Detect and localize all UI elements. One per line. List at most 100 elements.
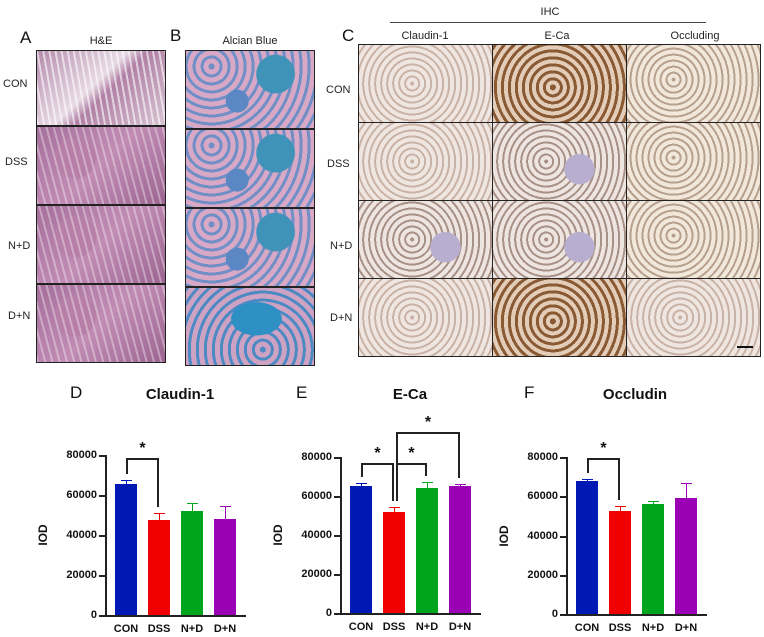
ihc-eca-dss xyxy=(492,122,627,201)
bar-nd xyxy=(642,504,664,614)
significance-bracket xyxy=(126,458,159,460)
x-tick-label: N+D xyxy=(415,621,439,633)
panel-letter-c: C xyxy=(342,26,355,45)
x-axis xyxy=(340,613,481,615)
error-cap xyxy=(681,483,692,485)
error-bar xyxy=(394,506,395,512)
y-tick-label: 0 xyxy=(325,607,332,619)
row-label-dn-a: D+N xyxy=(8,310,31,322)
ihc-group-line xyxy=(390,22,706,23)
bar-dn xyxy=(449,486,471,613)
bar-dss xyxy=(148,520,170,615)
bar-dn xyxy=(675,498,697,614)
ihc-eca-dn xyxy=(492,278,627,357)
bar-nd xyxy=(416,488,438,613)
ihc-eca-con xyxy=(492,44,627,123)
y-tick-label: 0 xyxy=(90,609,97,621)
error-cap xyxy=(389,506,400,508)
y-tick xyxy=(334,457,340,459)
y-tick-label: 80000 xyxy=(66,449,97,461)
x-tick-label: CON xyxy=(113,623,139,635)
ihc-claudin-con xyxy=(358,44,493,123)
y-tick xyxy=(334,574,340,576)
error-cap xyxy=(455,484,466,486)
ihc-claudin-dn xyxy=(358,278,493,357)
ihc-occluding-dn xyxy=(626,278,761,357)
alcian-image-dn xyxy=(185,287,315,366)
y-tick-label: 40000 xyxy=(66,529,97,541)
y-tick-label: 60000 xyxy=(527,490,558,503)
y-tick xyxy=(334,535,340,537)
ihc-claudin-nd xyxy=(358,200,493,279)
ihc-claudin-dss xyxy=(358,122,493,201)
ihc-col-eca: E-Ca xyxy=(544,30,570,42)
x-tick-label: DSS xyxy=(382,621,406,633)
y-tick-label: 80000 xyxy=(301,451,332,463)
error-bar xyxy=(620,506,621,511)
panel-letter-d: D xyxy=(70,383,83,402)
x-tick-label: CON xyxy=(348,621,374,633)
significance-bracket xyxy=(396,463,427,465)
x-axis xyxy=(105,615,246,617)
bracket-leg xyxy=(126,458,128,474)
y-tick xyxy=(560,496,566,499)
ihc-group-title: IHC xyxy=(540,6,560,18)
y-tick xyxy=(99,615,105,617)
row-label-nd-c: N+D xyxy=(330,240,353,252)
panel-letter-f: F xyxy=(524,383,535,402)
error-cap xyxy=(356,483,367,485)
x-tick-label: N+D xyxy=(641,622,665,634)
row-label-nd-a: N+D xyxy=(8,240,31,252)
he-image-con xyxy=(36,50,166,126)
x-tick-label: CON xyxy=(574,622,600,634)
y-tick xyxy=(560,614,566,616)
bar-nd xyxy=(181,511,203,615)
chart-title: E-Ca xyxy=(392,386,428,403)
panel-letter-a: A xyxy=(20,28,32,47)
y-tick xyxy=(560,457,566,459)
bracket-leg xyxy=(157,458,159,508)
bracket-leg xyxy=(458,432,460,479)
bar-con xyxy=(350,486,372,613)
y-tick-label: 0 xyxy=(551,608,558,620)
chart-title: Claudin-1 xyxy=(145,386,215,403)
y-axis xyxy=(105,455,107,617)
ihc-eca-nd xyxy=(492,200,627,279)
bar-dss xyxy=(383,511,405,613)
x-tick-label: DSS xyxy=(608,622,632,634)
significance-bracket xyxy=(361,463,394,465)
y-tick xyxy=(560,574,566,577)
error-cap xyxy=(187,503,198,504)
error-cap xyxy=(615,506,626,508)
y-axis xyxy=(566,457,568,616)
ihc-occluding-dss xyxy=(626,122,761,201)
x-axis xyxy=(566,614,707,616)
row-label-con-a: CON xyxy=(3,78,28,90)
panel-letter-e: E xyxy=(296,383,308,402)
error-cap xyxy=(121,480,132,481)
alcian-image-nd xyxy=(185,208,315,287)
bar-dn xyxy=(214,519,236,615)
y-axis-label: IOD xyxy=(497,524,511,547)
x-tick-label: N+D xyxy=(180,623,204,635)
y-tick xyxy=(99,575,105,577)
bracket-leg xyxy=(361,463,363,478)
error-bar xyxy=(126,480,127,484)
he-image-nd xyxy=(36,205,166,284)
error-bar xyxy=(686,483,687,499)
panel-a-title: H&E xyxy=(89,35,113,47)
error-cap xyxy=(220,506,231,507)
x-tick-label: DSS xyxy=(147,623,171,635)
y-tick-label: 60000 xyxy=(66,489,97,501)
row-label-dss-a: DSS xyxy=(5,156,28,168)
bar-con xyxy=(576,480,598,614)
scale-bar xyxy=(737,346,753,348)
chart-title: Occludin xyxy=(602,386,668,403)
error-bar xyxy=(192,503,193,511)
y-tick-label: 40000 xyxy=(301,529,332,541)
bar-dss xyxy=(609,510,631,614)
panel-letter-b: B xyxy=(170,26,182,45)
ihc-occluding-con xyxy=(626,44,761,123)
x-tick-label: D+N xyxy=(674,622,698,634)
ihc-col-occluding: Occluding xyxy=(670,30,720,42)
